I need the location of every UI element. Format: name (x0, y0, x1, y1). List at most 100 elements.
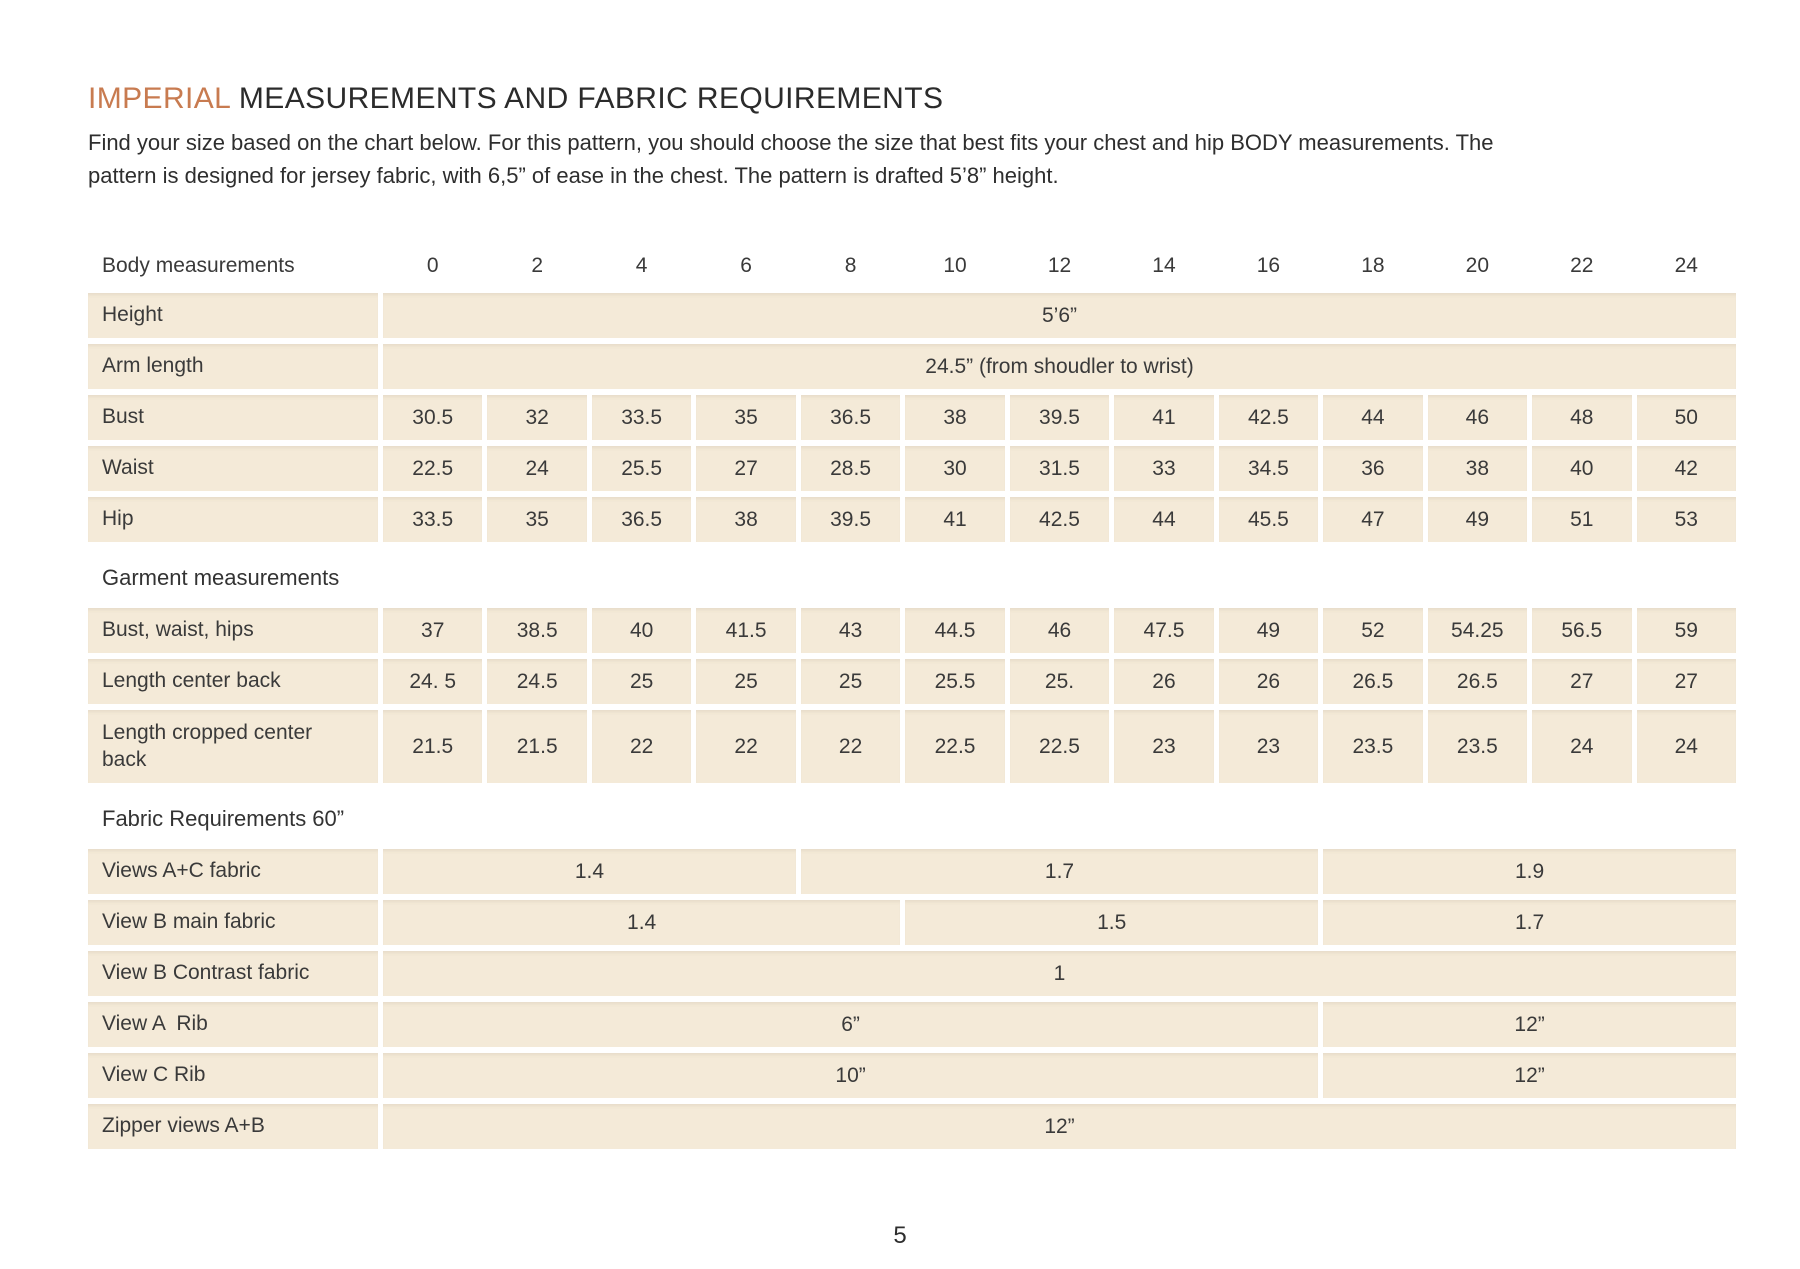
value-cell: 24 (1532, 710, 1632, 783)
row-label: Height (88, 293, 378, 338)
table-row: View C Rib 10” 12” (88, 1053, 1736, 1098)
table-row: Views A+C fabric 1.4 1.7 1.9 (88, 849, 1736, 894)
row-label: Views A+C fabric (88, 849, 378, 894)
size-column-header: 20 (1465, 254, 1490, 277)
value-cell: 12” (1323, 1002, 1736, 1047)
value-cell: 22 (591, 710, 692, 783)
value-cell: 12” (383, 1104, 1736, 1149)
size-column-header: 10 (943, 254, 967, 277)
row-label: View B main fabric (88, 900, 378, 945)
value-cell: 22 (800, 710, 901, 783)
value-cell: 49 (1218, 608, 1319, 653)
value-cell: 10” (383, 1053, 1319, 1098)
value-cell: 1.7 (1323, 900, 1736, 945)
section-heading: Fabric Requirements 60” (88, 789, 1736, 849)
value-cell: 23.5 (1427, 710, 1528, 783)
value-cell: 30.5 (383, 395, 483, 440)
value-cell: 6” (383, 1002, 1319, 1047)
row-label: Waist (88, 446, 378, 491)
value-cell: 39.5 (800, 497, 901, 542)
value-cell: 25.5 (591, 446, 692, 491)
value-cell: 42 (1636, 446, 1736, 491)
value-cell: 25 (591, 659, 692, 704)
value-cell: 33.5 (383, 497, 483, 542)
value-cell: 27 (1636, 659, 1736, 704)
value-cell: 56.5 (1532, 608, 1632, 653)
value-cell: 42.5 (1218, 395, 1319, 440)
value-cell: 24.5” (from shoudler to wrist) (383, 344, 1736, 389)
value-cell: 51 (1532, 497, 1632, 542)
table-row: View B Contrast fabric 1 (88, 951, 1736, 996)
table-row: Hip 33.5 35 36.5 38 39.5 41 42.5 44 45.5 47 49 51 53 (88, 497, 1736, 542)
size-column-header: 14 (1152, 254, 1176, 277)
value-cell: 26 (1114, 659, 1214, 704)
value-cell: 1.7 (800, 849, 1319, 894)
value-cell: 36 (1323, 446, 1423, 491)
table-row: View B main fabric 1.4 1.5 1.7 (88, 900, 1736, 945)
value-cell: 54.25 (1427, 608, 1528, 653)
value-cell: 41.5 (696, 608, 796, 653)
table-row: Bust 30.5 32 33.5 35 36.5 38 39.5 41 42.5 44 46 48 50 (88, 395, 1736, 440)
value-cell: 24. 5 (383, 659, 483, 704)
size-column-header: 2 (531, 254, 544, 277)
value-cell: 38 (1427, 446, 1528, 491)
row-label: View B Contrast fabric (88, 951, 378, 996)
value-cell: 47 (1323, 497, 1423, 542)
value-cell: 45.5 (1218, 497, 1319, 542)
value-cell: 35 (696, 395, 796, 440)
value-cell: 25.5 (905, 659, 1005, 704)
value-cell: 1 (383, 951, 1736, 996)
value-cell: 25. (1009, 659, 1110, 704)
value-cell: 44 (1114, 497, 1214, 542)
value-cell: 36.5 (591, 497, 692, 542)
value-cell: 23.5 (1323, 710, 1423, 783)
value-cell: 30 (905, 446, 1005, 491)
value-cell: 23 (1114, 710, 1214, 783)
value-cell: 41 (905, 497, 1005, 542)
size-column-header: 0 (426, 254, 439, 277)
row-label: View A Rib (88, 1002, 378, 1047)
value-cell: 47.5 (1114, 608, 1214, 653)
row-label: Arm length (88, 344, 378, 389)
value-cell: 40 (591, 608, 692, 653)
value-cell: 44 (1323, 395, 1423, 440)
value-cell: 41 (1114, 395, 1214, 440)
value-cell: 22 (696, 710, 796, 783)
value-cell: 25 (800, 659, 901, 704)
value-cell: 52 (1323, 608, 1423, 653)
value-cell: 27 (696, 446, 796, 491)
value-cell: 25 (696, 659, 796, 704)
table-row: Length center back 24. 5 24.5 25 25 25 25.5 25.… (88, 659, 1736, 704)
size-column-header: 12 (1047, 254, 1072, 277)
page-number: 5 (893, 1222, 907, 1249)
value-cell: 24.5 (487, 659, 587, 704)
value-cell: 1.5 (905, 900, 1319, 945)
value-cell: 5’6” (383, 293, 1736, 338)
value-cell: 1.9 (1323, 849, 1736, 894)
value-cell: 27 (1532, 659, 1632, 704)
value-cell: 12” (1323, 1053, 1736, 1098)
page-content: IMPERIAL MEASUREMENTS AND FABRIC REQUIRE… (88, 82, 1736, 1155)
value-cell: 38 (696, 497, 796, 542)
table-row: Bust, waist, hips 37 38.5 40 41.5 43 44.5 46 47.… (88, 608, 1736, 653)
value-cell: 48 (1532, 395, 1632, 440)
table-body: Height 5’6” Arm length 24.5” (from shoudler… (88, 293, 1736, 1149)
row-label: Zipper views A+B (88, 1104, 378, 1149)
value-cell: 36.5 (800, 395, 901, 440)
value-cell: 43 (800, 608, 901, 653)
value-cell: 28.5 (800, 446, 901, 491)
value-cell: 59 (1636, 608, 1736, 653)
size-column-header: 18 (1361, 254, 1385, 277)
table-row: View A Rib 6” 12” (88, 1002, 1736, 1047)
row-label: Bust (88, 395, 378, 440)
row-label: Length cropped center back (88, 710, 378, 783)
table-row: Height 5’6” (88, 293, 1736, 338)
value-cell: 49 (1427, 497, 1528, 542)
value-cell: 26.5 (1323, 659, 1423, 704)
value-cell: 39.5 (1009, 395, 1110, 440)
value-cell: 23 (1218, 710, 1319, 783)
value-cell: 46 (1427, 395, 1528, 440)
value-cell: 21.5 (383, 710, 483, 783)
value-cell: 33.5 (591, 395, 692, 440)
